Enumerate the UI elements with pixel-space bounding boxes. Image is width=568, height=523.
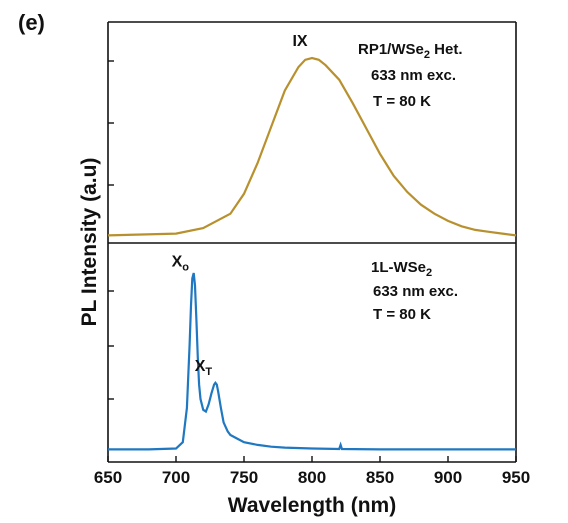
bottom-series-line xyxy=(108,272,516,451)
x-axis-title: Wavelength (nm) xyxy=(228,494,396,517)
peak-label: IX xyxy=(292,33,307,50)
bottom-y-ticks xyxy=(108,290,114,400)
panel-label: (e) xyxy=(18,10,45,35)
bottom-annotation-line2: 633 nm exc. xyxy=(373,283,458,300)
top-series-line xyxy=(107,56,517,237)
x-tick-label: 800 xyxy=(298,468,326,487)
bottom-peak-labels: Xo XT xyxy=(172,253,213,377)
x-tick-label: 750 xyxy=(230,468,258,487)
top-annotation-line2: 633 nm exc. xyxy=(371,67,456,84)
peak-label: XT xyxy=(195,358,213,378)
x-tick-label: 950 xyxy=(502,468,530,487)
x-tick-label: 850 xyxy=(366,468,394,487)
x-tick-label: 700 xyxy=(162,468,190,487)
x-ticks: 650 700 750 800 850 900 950 xyxy=(94,456,530,487)
y-axis-title: PL Intensity (a.u) xyxy=(78,158,101,327)
bottom-annotation-line1: 1L-WSe2 xyxy=(371,259,432,279)
top-panel: IX RP1/WSe2 Het. 633 nm exc. T = 80 K xyxy=(107,21,517,243)
top-annotation-line3: T = 80 K xyxy=(373,93,431,110)
bottom-panel: Xo XT 1L-WSe2 633 nm exc. T = 80 K xyxy=(107,243,517,463)
top-peak-labels: IX xyxy=(292,33,307,50)
top-y-ticks xyxy=(108,60,114,186)
x-tick-label: 900 xyxy=(434,468,462,487)
bottom-annotation-line3: T = 80 K xyxy=(373,306,431,323)
top-annotation-line1: RP1/WSe2 Het. xyxy=(358,41,463,61)
x-tick-label: 650 xyxy=(94,468,122,487)
peak-label: Xo xyxy=(172,253,190,273)
